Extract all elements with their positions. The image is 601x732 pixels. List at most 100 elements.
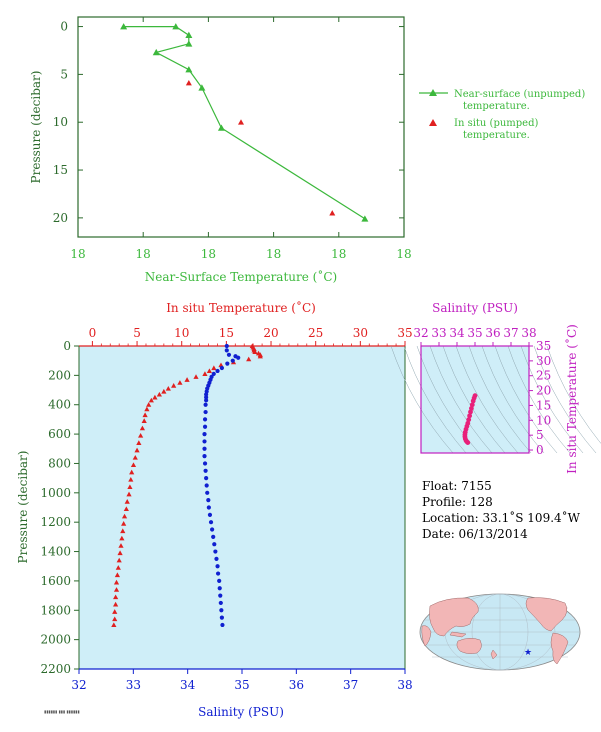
salinity-point: [212, 542, 217, 547]
salinity-point: [202, 439, 207, 444]
ts-temp-tick-label: 35: [536, 339, 551, 353]
salinity-point: [204, 398, 209, 403]
temperature-point: [128, 477, 134, 482]
ts-right-axis-label: In situ Temperature (˚C): [564, 324, 579, 474]
temperature-point: [119, 535, 125, 541]
ts-temp-tick-label: 15: [536, 398, 551, 412]
temperature-point: [211, 365, 217, 371]
temperature-point: [126, 491, 132, 497]
salinity-point: [206, 505, 211, 510]
unpumped-temperature-point: [152, 48, 160, 56]
temperature-point: [129, 469, 135, 475]
temperature-point: [113, 594, 119, 600]
pumped-temperature-point: [185, 80, 192, 86]
map-land-asia: [429, 597, 479, 637]
ns-y-tick-label: 0: [60, 20, 68, 34]
ts-top-axis-label: Salinity (PSU): [432, 301, 518, 315]
salinity-point: [213, 549, 218, 554]
temp-tick-label: 20: [263, 326, 278, 340]
salinity-point: [207, 512, 213, 517]
temperature-point: [120, 528, 126, 534]
ns-x-tick-label: 18: [70, 247, 85, 261]
pumped-temperature-point: [329, 210, 336, 216]
salinity-point: [217, 578, 222, 584]
float-location-star: ★: [524, 648, 532, 658]
salinity-point: [202, 424, 208, 429]
pressure-tick-label: 1000: [40, 486, 71, 500]
salinity-tick-label: 38: [397, 678, 412, 692]
ts-salinity-tick-label: 32: [413, 326, 428, 340]
salinity-point: [224, 348, 229, 353]
temperature-point: [152, 394, 158, 400]
temperature-point: [130, 462, 137, 468]
temperature-point: [134, 447, 140, 453]
salinity-tick-label: 33: [126, 678, 141, 692]
pressure-tick-label: 800: [48, 456, 71, 470]
temperature-point: [121, 513, 128, 519]
temperature-point: [144, 406, 150, 412]
legend-unpumped-label: Near-surface (unpumped) temperature.: [454, 89, 588, 112]
footer-credit: ▮▮▮▮▮▮ ▮▮▮ ▮▮▮▮▮▮: [44, 709, 80, 714]
salinity-point: [226, 352, 232, 357]
near-surface-legend: Near-surface (unpumped) temperature. In …: [419, 89, 588, 141]
profile-chart: 0 5 10 15 20 25 30 35 32 33 34 35 36 37 38 0 200 400 600 80…: [16, 300, 413, 719]
salinity-tick-label: 34: [180, 678, 196, 692]
ns-x-tick-label: 18: [136, 247, 151, 261]
profile-top-axis-label: In situ Temperature (˚C): [166, 300, 316, 315]
pressure-tick-label: 2000: [40, 633, 71, 647]
salinity-point: [211, 534, 216, 539]
ns-x-tick-label: 18: [201, 247, 216, 261]
temp-tick-label: 10: [174, 326, 189, 340]
ts-density-contour: [494, 345, 558, 454]
temperature-point: [141, 418, 147, 423]
salinity-point: [219, 608, 224, 613]
legend-pumped-marker: [429, 119, 437, 126]
salinity-point: [215, 571, 221, 576]
profile-number-text: Profile: 128: [422, 495, 493, 509]
temp-tick-label: 30: [353, 326, 368, 340]
temperature-point: [111, 622, 117, 628]
ts-density-contour: [520, 345, 584, 454]
unpumped-temperature-point: [120, 23, 128, 30]
temperature-point: [184, 377, 190, 382]
unpumped-temperature-point: [185, 31, 193, 38]
near-surface-chart: 0 5 10 15 20 18 18 18 18 18 18 Near-Surface Temper…: [29, 16, 412, 284]
ts-temp-tick-label: 20: [536, 384, 551, 398]
profile-y-axis-label: Pressure (decibar): [16, 451, 30, 564]
temperature-point: [113, 579, 120, 585]
map-land-indonesia: [449, 631, 467, 638]
temperature-point: [161, 388, 167, 394]
temperature-point: [252, 349, 258, 354]
ts-density-contour: [507, 345, 571, 454]
pressure-tick-label: 0: [63, 339, 71, 353]
ts-density-contour: [481, 345, 545, 454]
map-land-africa: [421, 625, 432, 647]
salinity-point: [203, 402, 208, 407]
ts-salinity-tick-label: 36: [485, 326, 500, 340]
salinity-point: [225, 361, 230, 366]
salinity-point: [217, 586, 222, 591]
salinity-point: [219, 615, 224, 620]
legend-pumped-label: In situ (pumped) temperature.: [454, 118, 542, 141]
salinity-point: [205, 490, 210, 495]
salinity-point: [206, 498, 211, 503]
temp-tick-label: 0: [89, 326, 97, 340]
float-id-text: Float: 7155: [422, 479, 492, 493]
salinity-point: [219, 365, 224, 371]
temperature-point: [142, 412, 148, 418]
salinity-point: [208, 520, 214, 525]
ts-point: [470, 398, 476, 404]
salinity-point: [224, 343, 229, 349]
temperature-point: [202, 371, 208, 376]
unpumped-temperature-point: [217, 124, 225, 131]
salinity-point: [203, 409, 208, 415]
ts-density-contour: [390, 345, 454, 454]
temperature-point: [132, 454, 138, 460]
temperature-point: [113, 587, 120, 592]
temperature-point: [148, 397, 154, 403]
unpumped-temperature-point: [361, 215, 369, 222]
temperature-point: [115, 565, 121, 570]
ts-salinity-tick-label: 37: [503, 326, 518, 340]
salinity-point: [202, 417, 208, 422]
ns-x-tick-label: 18: [396, 247, 411, 261]
